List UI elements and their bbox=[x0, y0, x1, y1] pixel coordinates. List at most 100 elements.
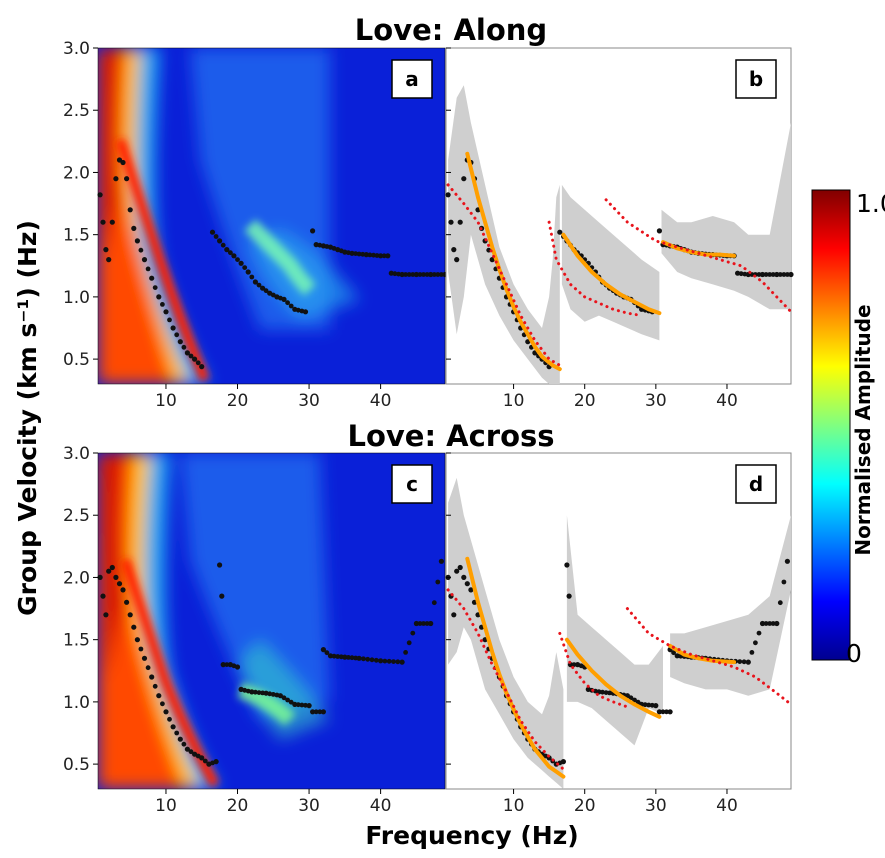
pick-point bbox=[356, 655, 362, 661]
pick-point bbox=[371, 252, 376, 258]
pick-point bbox=[238, 260, 244, 266]
pick-point bbox=[156, 294, 162, 300]
panel-label-c: c bbox=[406, 472, 418, 496]
pick-point bbox=[454, 568, 460, 574]
pick-point bbox=[560, 759, 567, 765]
pick-point bbox=[410, 630, 416, 636]
pick-point bbox=[767, 621, 773, 626]
panel-c bbox=[98, 453, 445, 789]
band-d bbox=[448, 477, 791, 789]
pick-point bbox=[181, 344, 187, 350]
pick-point bbox=[395, 659, 401, 665]
y-axis-label: Group Velocity (km s⁻¹) (Hz) bbox=[13, 220, 42, 616]
pick-point bbox=[406, 272, 412, 277]
pick-point bbox=[131, 225, 137, 231]
pick-point bbox=[152, 683, 158, 689]
colorbar-label: Normalised Amplitude bbox=[851, 304, 875, 555]
uncertainty-band bbox=[661, 122, 791, 310]
fit-d bbox=[465, 556, 737, 779]
pick-point bbox=[363, 252, 369, 258]
pick-point bbox=[231, 253, 237, 259]
pick-point bbox=[97, 574, 103, 581]
pick-point bbox=[113, 176, 119, 182]
pick-point bbox=[777, 272, 783, 277]
panel-a bbox=[98, 48, 445, 384]
pick-point bbox=[192, 356, 198, 362]
pick-point bbox=[788, 271, 794, 278]
pick-point bbox=[737, 659, 743, 664]
x-tick-label: 40 bbox=[370, 391, 392, 411]
pick-point bbox=[188, 749, 194, 755]
pick-point bbox=[177, 736, 183, 742]
pick-point bbox=[253, 689, 258, 695]
pick-point bbox=[378, 658, 384, 664]
pick-point bbox=[124, 599, 130, 605]
pick-point bbox=[174, 730, 180, 736]
pick-point bbox=[163, 309, 169, 315]
x-tick-label: 20 bbox=[227, 391, 249, 411]
pick-point bbox=[97, 192, 103, 198]
pick-point bbox=[256, 690, 262, 695]
pick-point bbox=[263, 288, 269, 294]
pick-point bbox=[600, 689, 605, 695]
y-tick-label: 2.5 bbox=[63, 506, 90, 526]
reference-curve bbox=[625, 607, 793, 706]
x-tick-label: 10 bbox=[155, 391, 177, 411]
pick-point bbox=[435, 272, 441, 277]
pick-point bbox=[403, 272, 408, 277]
pick-point bbox=[385, 253, 391, 259]
pick-point bbox=[399, 271, 405, 278]
uncertainty-band bbox=[448, 85, 560, 384]
pick-point bbox=[431, 272, 437, 277]
pick-point bbox=[317, 709, 323, 715]
ref-d bbox=[446, 588, 793, 771]
pick-point bbox=[320, 647, 326, 653]
pick-point bbox=[260, 285, 266, 291]
pick-point bbox=[457, 219, 463, 225]
pick-point bbox=[365, 656, 371, 662]
colorbar-gradient bbox=[811, 189, 851, 661]
pick-point bbox=[373, 657, 379, 663]
pick-point bbox=[177, 339, 183, 345]
pick-point bbox=[152, 285, 158, 290]
pick-point bbox=[281, 296, 287, 302]
pick-point bbox=[103, 247, 109, 253]
pick-point bbox=[361, 656, 366, 662]
pick-point bbox=[141, 655, 148, 661]
pick-point bbox=[209, 229, 216, 235]
pick-point bbox=[184, 350, 190, 356]
label-box-c: c bbox=[391, 464, 433, 504]
pick-point bbox=[646, 702, 652, 708]
pick-point bbox=[109, 564, 115, 571]
pick-point bbox=[167, 317, 172, 323]
model-fit-curve bbox=[564, 637, 662, 719]
pick-point bbox=[349, 250, 355, 256]
pick-point bbox=[564, 562, 570, 568]
pick-point bbox=[421, 272, 426, 277]
pick-point bbox=[342, 249, 348, 255]
pick-point bbox=[346, 655, 351, 660]
y-tick-label: 0.5 bbox=[63, 755, 90, 775]
frame-a bbox=[97, 47, 446, 385]
pick-point bbox=[417, 272, 423, 277]
pick-point bbox=[116, 581, 123, 587]
pick-point bbox=[285, 697, 290, 703]
pick-point bbox=[671, 650, 676, 656]
pick-point bbox=[399, 659, 405, 665]
x-tick-label: 30 bbox=[645, 391, 667, 411]
pick-point bbox=[242, 265, 248, 270]
pick-point bbox=[468, 587, 474, 593]
pick-point bbox=[100, 593, 106, 599]
pick-point bbox=[141, 257, 148, 263]
pick-point bbox=[406, 640, 412, 646]
pick-point bbox=[234, 664, 241, 670]
reference-curve bbox=[446, 183, 562, 367]
pick-point bbox=[217, 238, 223, 244]
pick-point bbox=[134, 637, 140, 643]
pick-point bbox=[106, 257, 112, 263]
pick-point bbox=[127, 612, 133, 618]
pick-point bbox=[759, 620, 766, 627]
pick-point bbox=[299, 702, 305, 708]
pick-point bbox=[224, 662, 230, 667]
pick-point bbox=[431, 600, 437, 606]
